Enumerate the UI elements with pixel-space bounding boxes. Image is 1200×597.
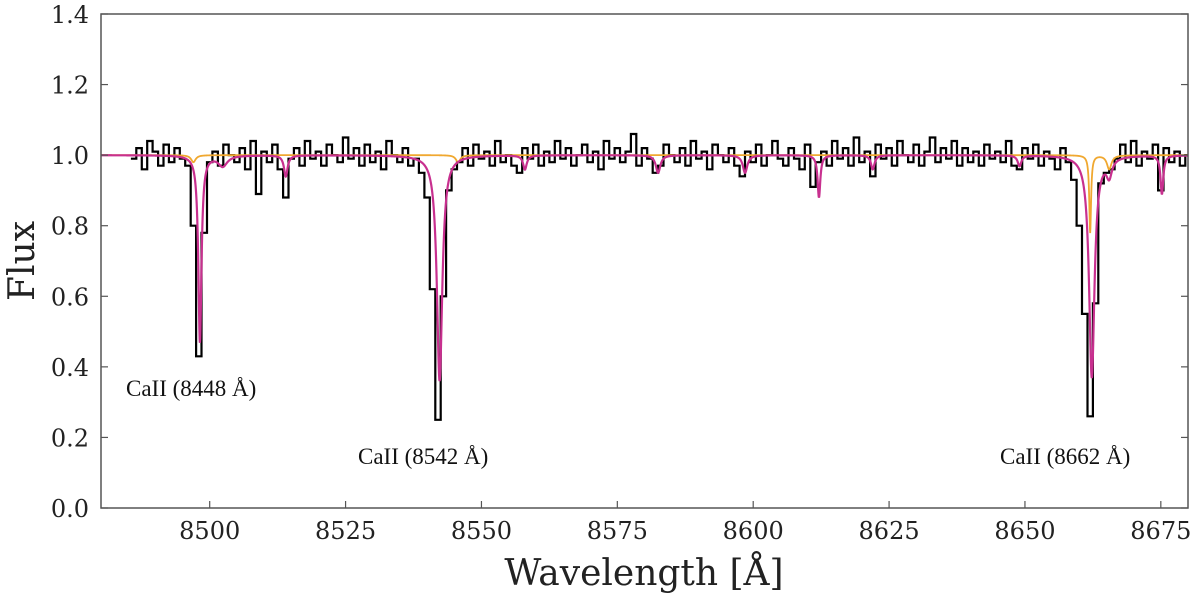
y-tick-label: 1.4: [51, 1, 89, 29]
x-axis-label: Wavelength [Å]: [504, 552, 783, 594]
model-component-line: [101, 154, 1188, 234]
observed-spectrum-line: [130, 132, 1188, 421]
y-tick-label: 0.4: [51, 354, 89, 382]
y-tick-label: 0.2: [51, 424, 89, 452]
y-tick-label: 0.8: [51, 213, 89, 241]
x-tick-label: 8600: [723, 517, 784, 545]
y-axis: 0.0 0.2 0.4 0.6 0.8 1.0 1.2 1.4: [51, 1, 1188, 523]
y-tick-label: 0.6: [51, 283, 89, 311]
y-axis-label: Flux: [2, 221, 43, 301]
x-tick-label: 8550: [451, 517, 512, 545]
y-tick-label: 0.0: [51, 495, 89, 523]
annotation-caii-1: CaII (8448 Å): [126, 376, 256, 401]
plot-frame: [100, 13, 1189, 509]
x-tick-label: 8500: [179, 517, 240, 545]
x-tick-label: 8675: [1130, 517, 1191, 545]
annotation-caii-2: CaII (8542 Å): [358, 444, 488, 469]
x-tick-label: 8625: [859, 517, 920, 545]
x-tick-label: 8650: [994, 517, 1055, 545]
x-tick-label: 8575: [587, 517, 648, 545]
x-tick-label: 8525: [315, 517, 376, 545]
annotation-caii-3: CaII (8662 Å): [1000, 444, 1130, 469]
x-axis: 8500 8525 8550 8575 8600 8625 8650 8675: [179, 501, 1191, 545]
model-total-line: [101, 154, 1188, 382]
y-tick-label: 1.2: [51, 72, 89, 100]
series-layer: [101, 132, 1188, 421]
y-tick-label: 1.0: [51, 142, 89, 170]
